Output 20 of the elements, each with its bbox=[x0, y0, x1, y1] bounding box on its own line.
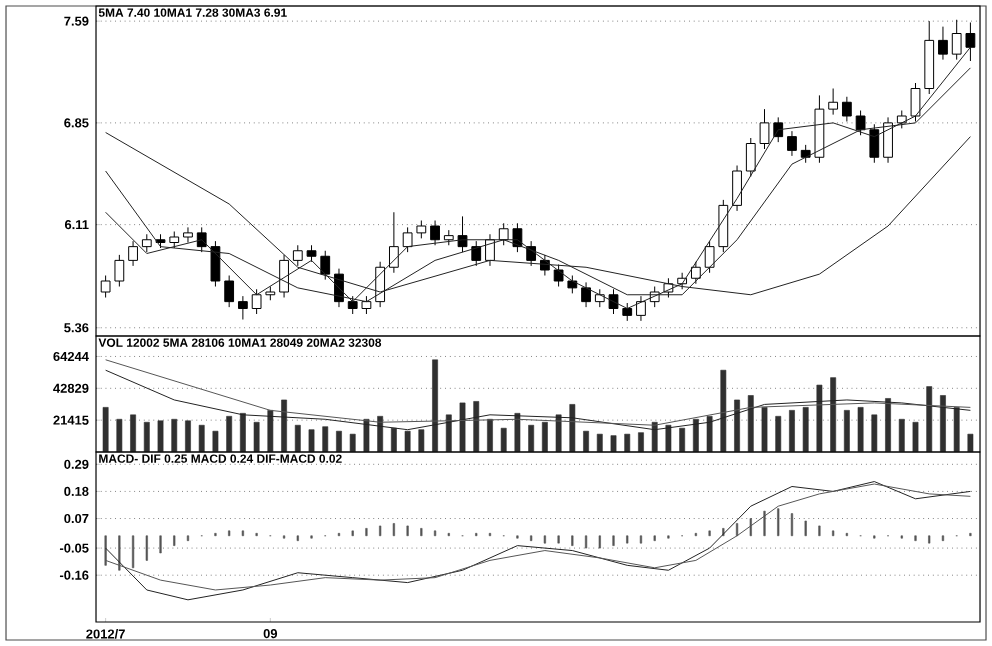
line-series bbox=[105, 369, 971, 431]
candlestick bbox=[237, 295, 248, 320]
line-series bbox=[105, 359, 971, 426]
candlestick bbox=[636, 295, 646, 322]
candlestick bbox=[183, 226, 193, 243]
candlestick bbox=[128, 240, 138, 267]
candlestick bbox=[869, 123, 880, 164]
candlestick bbox=[388, 211, 399, 274]
candlestick bbox=[581, 281, 591, 308]
candlestick bbox=[224, 275, 235, 308]
candlestick bbox=[855, 110, 866, 136]
candlestick bbox=[732, 165, 742, 212]
candlestick bbox=[938, 26, 948, 61]
candlestick bbox=[690, 261, 701, 285]
candlestick bbox=[841, 96, 852, 122]
candlestick bbox=[430, 220, 440, 246]
candlestick bbox=[485, 233, 495, 267]
candlestick bbox=[787, 130, 797, 157]
candlestick bbox=[883, 116, 893, 164]
candlestick bbox=[828, 88, 839, 116]
